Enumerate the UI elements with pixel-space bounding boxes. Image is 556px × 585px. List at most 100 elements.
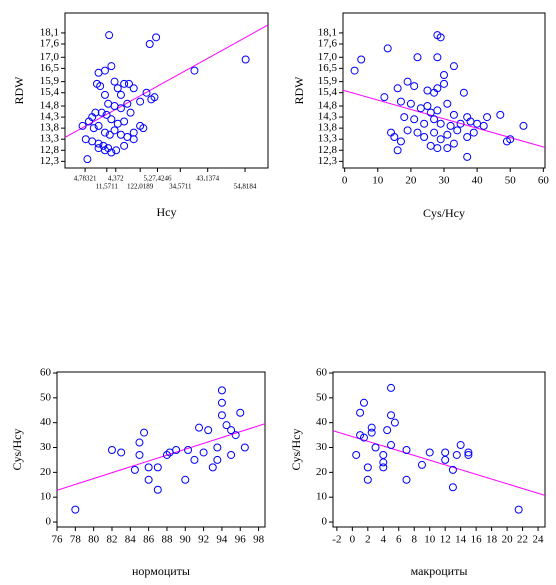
data-point (129, 135, 138, 144)
x-tick-label: 50 (505, 175, 517, 187)
data-point (105, 31, 114, 40)
x-tick-label: 122,0189 (127, 183, 154, 191)
data-point (464, 450, 473, 459)
data-point (380, 93, 389, 102)
y-tick-label: 15,4 (318, 86, 338, 98)
y-tick-label: 60 (316, 367, 328, 379)
x-tick-label: 78 (70, 534, 82, 546)
data-point (107, 62, 116, 71)
data-point (129, 128, 138, 137)
data-point (107, 115, 116, 124)
data-point (479, 121, 488, 130)
data-point (222, 421, 231, 430)
data-point (227, 450, 236, 459)
y-tick-label: 12,3 (318, 155, 338, 167)
data-point (120, 79, 129, 88)
y-tick-label: 13,8 (318, 122, 338, 134)
x-tick-label: 54,8184 (234, 183, 257, 191)
data-point (393, 84, 402, 93)
data-point (126, 108, 135, 117)
data-point (217, 398, 226, 407)
x-tick-label: 11,5711 (96, 183, 119, 191)
y-tick-label: 13,3 (318, 133, 338, 145)
data-point (441, 455, 450, 464)
data-point (416, 104, 425, 113)
data-point (129, 84, 138, 93)
y-tick-label: 12,8 (318, 144, 338, 156)
data-point (190, 455, 199, 464)
x-tick-label: 30 (439, 175, 451, 187)
data-point (456, 441, 465, 450)
data-point (130, 465, 139, 474)
data-point (410, 82, 419, 91)
y-tick-label: 17,0 (318, 51, 338, 63)
x-tick-label: 18 (486, 534, 498, 546)
x-tick-label: 16 (471, 534, 483, 546)
x-tick-label: 2 (365, 534, 371, 546)
y-tick-label: 40 (40, 416, 52, 428)
data-point (204, 426, 213, 435)
x-tick-label: 92 (198, 534, 209, 546)
data-point (436, 33, 445, 42)
fit-line (333, 430, 545, 496)
data-point (153, 485, 162, 494)
data-point (136, 97, 145, 106)
y-tick-label: 16,5 (318, 62, 338, 74)
data-point (231, 431, 240, 440)
x-tick-label: 0 (350, 534, 356, 546)
y-tick-label: 13,8 (40, 122, 60, 134)
data-point (99, 141, 108, 150)
x-axis-label: макроциты (411, 564, 468, 578)
plot-frame (332, 371, 546, 528)
data-point (136, 121, 145, 130)
data-point (400, 113, 409, 122)
y-tick-label: 17,6 (318, 38, 338, 50)
data-point (112, 146, 121, 155)
data-point (367, 428, 376, 437)
data-point (459, 88, 468, 97)
y-tick-label: 50 (316, 391, 328, 403)
data-point (359, 398, 368, 407)
x-tick-label: 86 (143, 534, 155, 546)
data-point (94, 121, 103, 130)
data-point (403, 77, 412, 86)
x-tick-label: 5,27,4246 (143, 175, 172, 183)
data-point (466, 117, 475, 126)
data-point (436, 135, 445, 144)
y-tick-label: 20 (40, 466, 52, 478)
y-tick-label: 20 (316, 466, 328, 478)
data-point (506, 135, 515, 144)
data-point (181, 475, 190, 484)
y-tick-label: 14,3 (318, 111, 338, 123)
data-point (387, 383, 396, 392)
data-point (379, 450, 388, 459)
data-point (120, 141, 129, 150)
x-tick-label: 10 (372, 175, 384, 187)
y-tick-label: 18,1 (40, 26, 59, 38)
x-tick-label: 22 (517, 534, 528, 546)
y-axis-label: Cys/Hcy (289, 429, 303, 471)
data-point (448, 465, 457, 474)
data-point (116, 90, 125, 99)
x-tick-label: 43,1374 (196, 175, 219, 183)
data-point (120, 117, 129, 126)
data-point (446, 121, 455, 130)
data-point (363, 475, 372, 484)
data-point (123, 99, 132, 108)
data-point (433, 106, 442, 115)
x-tick-label: 0 (342, 175, 348, 187)
x-tick-label: 90 (180, 534, 192, 546)
y-tick-label: 13,3 (40, 133, 60, 145)
data-point (448, 483, 457, 492)
data-point (144, 463, 153, 472)
x-tick-label: 12 (440, 534, 451, 546)
data-point (403, 126, 412, 135)
data-point (443, 144, 452, 153)
x-tick-label: 10 (424, 534, 436, 546)
data-point (514, 505, 523, 514)
x-axis-label: Hcy (157, 205, 177, 219)
x-tick-label: 20 (502, 534, 514, 546)
data-point (443, 99, 452, 108)
data-point (453, 126, 462, 135)
data-point (430, 128, 439, 137)
